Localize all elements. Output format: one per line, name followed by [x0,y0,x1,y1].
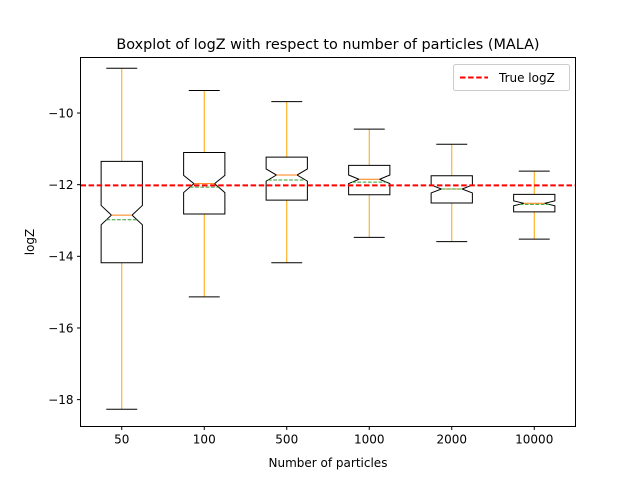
x-axis-label: Number of particles [269,456,388,470]
legend-frame [453,64,570,91]
x-tick-label: 100 [193,433,216,447]
box-100 [183,89,226,298]
y-axis: −18 −16 −14 −12 −10 [48,106,81,407]
x-tick-label: 500 [275,433,298,447]
y-tick-label: −16 [48,321,73,335]
x-tick-label: 10000 [515,433,553,447]
x-tick-label: 50 [114,433,129,447]
y-axis-label: logZ [23,229,37,256]
box-body [183,151,226,215]
x-tick-label: 2000 [436,433,467,447]
box-body [100,160,143,264]
box-body [348,164,391,196]
y-tick-label: −12 [48,178,73,192]
box-1000 [348,128,391,238]
plot-frame [80,57,576,427]
box-500 [265,101,308,264]
box-2000 [430,143,473,243]
legend: True logZ [453,64,570,91]
box-10000 [513,170,556,240]
x-axis: 50 100 500 1000 2000 10000 [114,426,553,447]
x-tick-label: 1000 [354,433,385,447]
y-tick-label: −10 [48,106,73,120]
y-tick-label: −14 [48,250,73,264]
chart-title: Boxplot of logZ with respect to number o… [116,37,539,53]
box-body [265,156,308,201]
legend-label-true-logz: True logZ [498,71,555,85]
plot-marks [80,67,576,410]
box-body [430,175,473,204]
y-tick-label: −18 [48,393,73,407]
box-50 [100,67,143,410]
